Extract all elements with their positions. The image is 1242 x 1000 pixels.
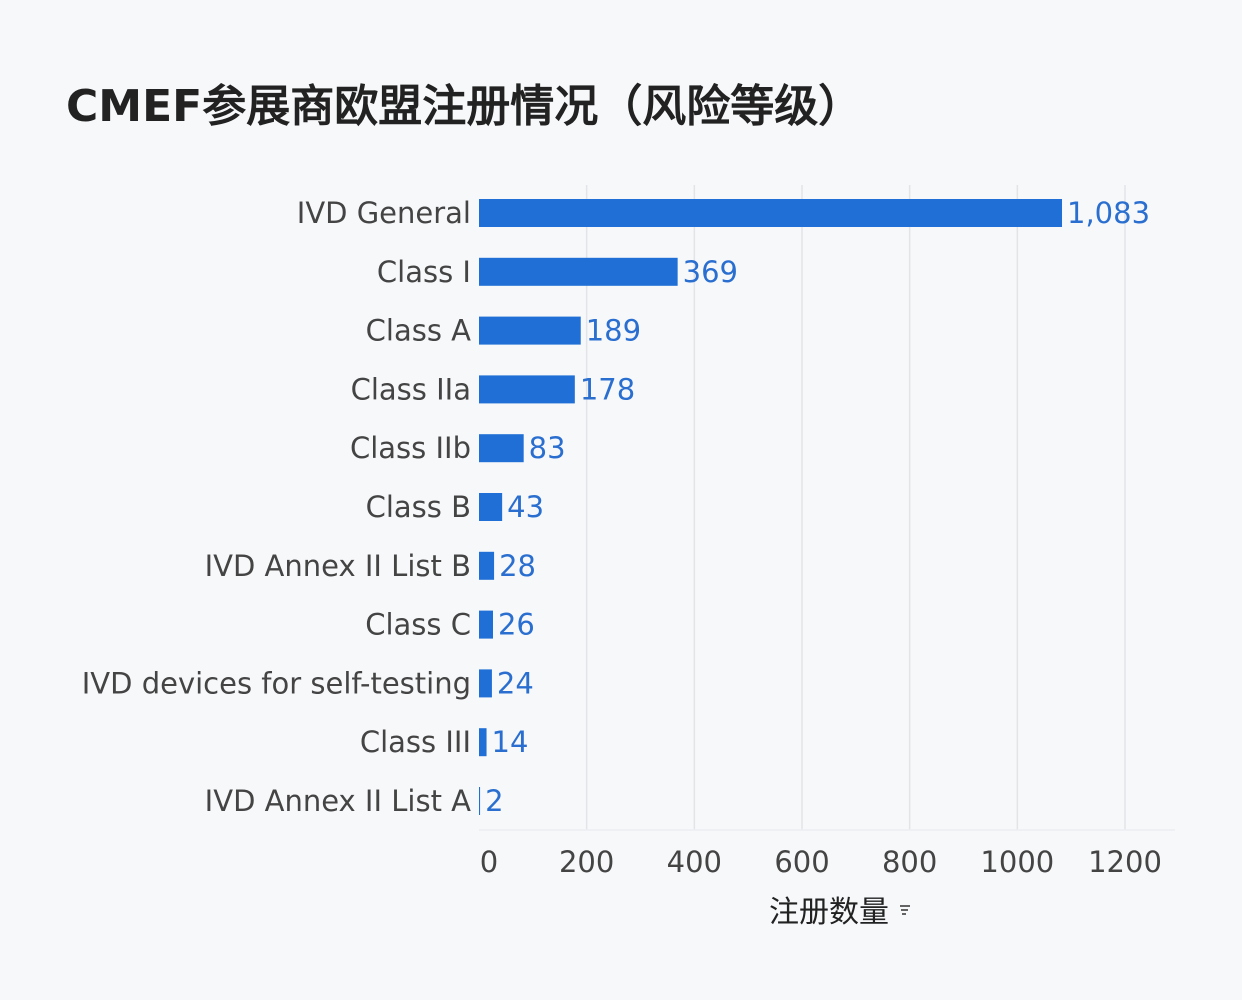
x-tick-label: 600 <box>774 845 829 879</box>
x-tick-label: 1200 <box>1088 845 1162 879</box>
value-label: 369 <box>683 255 738 289</box>
bar <box>479 434 524 463</box>
gridlines <box>479 185 1175 831</box>
bar <box>479 787 481 815</box>
value-label: 178 <box>580 372 635 406</box>
category-label: Class B <box>366 490 471 524</box>
x-tick-label: 800 <box>882 845 937 879</box>
value-label: 14 <box>492 725 529 759</box>
x-tick-label: 200 <box>559 845 614 879</box>
category-label: IVD Annex II List B <box>205 549 471 583</box>
bar <box>479 551 495 580</box>
category-labels: IVD General Class I Class A Class IIa Class … <box>82 196 471 818</box>
value-label: 24 <box>497 666 534 700</box>
bar <box>479 257 678 286</box>
bar <box>479 375 575 404</box>
value-label: 2 <box>485 784 503 818</box>
bar <box>479 316 581 345</box>
bar <box>479 728 487 757</box>
x-tick-label: 0 <box>480 845 498 879</box>
axis-title-icon <box>900 905 910 915</box>
value-label: 189 <box>586 314 641 348</box>
category-label: Class I <box>377 255 471 289</box>
category-label: IVD Annex II List A <box>205 784 471 818</box>
bar <box>479 610 493 639</box>
category-label: Class A <box>366 314 472 348</box>
category-label: IVD General <box>297 196 471 230</box>
category-label: IVD devices for self-testing <box>82 666 471 700</box>
value-label: 26 <box>498 608 535 642</box>
category-label: Class III <box>360 725 471 759</box>
value-labels: 1,083 369 189 178 83 43 28 26 24 14 2 <box>485 196 1150 818</box>
category-label: Class C <box>365 608 471 642</box>
category-label: Class IIb <box>350 431 471 465</box>
value-label: 43 <box>507 490 544 524</box>
x-axis-title: 注册数量 <box>769 895 889 930</box>
x-tick-label: 1000 <box>980 845 1054 879</box>
x-tick-label: 400 <box>667 845 722 879</box>
bar <box>479 493 503 521</box>
value-label: 83 <box>529 431 566 465</box>
value-label: 1,083 <box>1067 196 1150 230</box>
bar <box>479 199 1063 227</box>
category-label: Class IIa <box>351 372 471 406</box>
value-label: 28 <box>499 549 536 583</box>
chart-title: CMEF参展商欧盟注册情况（风险等级） <box>66 81 863 132</box>
bar <box>479 669 492 698</box>
bars <box>479 199 1063 815</box>
x-tick-labels: 0 200 400 600 800 1000 1200 <box>480 845 1162 879</box>
